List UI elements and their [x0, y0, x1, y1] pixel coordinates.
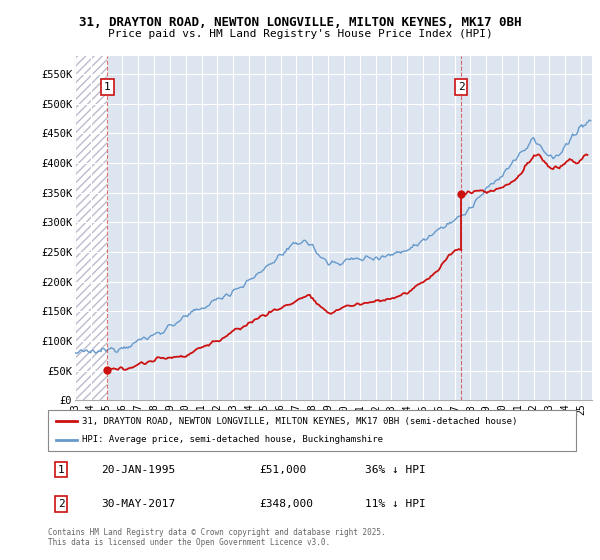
Text: Contains HM Land Registry data © Crown copyright and database right 2025.
This d: Contains HM Land Registry data © Crown c… [48, 528, 386, 547]
Text: 20-JAN-1995: 20-JAN-1995 [101, 465, 175, 475]
Text: 2: 2 [58, 499, 65, 509]
Text: 11% ↓ HPI: 11% ↓ HPI [365, 499, 425, 509]
Text: Price paid vs. HM Land Registry's House Price Index (HPI): Price paid vs. HM Land Registry's House … [107, 29, 493, 39]
Text: 1: 1 [104, 82, 111, 92]
Text: 36% ↓ HPI: 36% ↓ HPI [365, 465, 425, 475]
Bar [75, 56, 107, 400]
Text: 2: 2 [458, 82, 464, 92]
Text: 1: 1 [58, 465, 65, 475]
Text: 31, DRAYTON ROAD, NEWTON LONGVILLE, MILTON KEYNES, MK17 0BH (semi-detached house: 31, DRAYTON ROAD, NEWTON LONGVILLE, MILT… [82, 417, 518, 426]
Text: 31, DRAYTON ROAD, NEWTON LONGVILLE, MILTON KEYNES, MK17 0BH: 31, DRAYTON ROAD, NEWTON LONGVILLE, MILT… [79, 16, 521, 29]
Text: 30-MAY-2017: 30-MAY-2017 [101, 499, 175, 509]
Text: HPI: Average price, semi-detached house, Buckinghamshire: HPI: Average price, semi-detached house,… [82, 436, 383, 445]
Text: £348,000: £348,000 [259, 499, 313, 509]
Text: £51,000: £51,000 [259, 465, 307, 475]
